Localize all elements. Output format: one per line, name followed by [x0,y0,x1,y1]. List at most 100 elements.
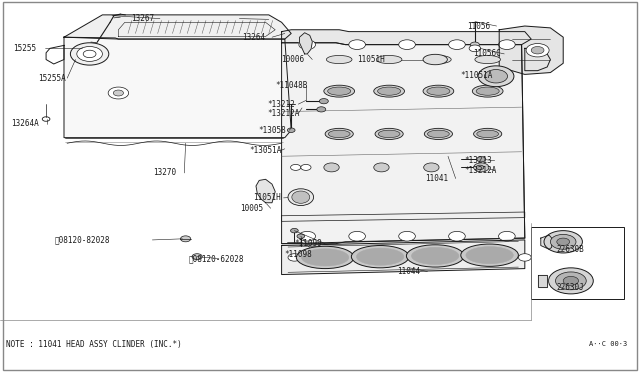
Circle shape [297,234,305,238]
Circle shape [484,70,508,83]
Ellipse shape [466,247,513,264]
Circle shape [291,164,301,170]
Ellipse shape [292,191,310,203]
Circle shape [42,117,50,121]
Circle shape [180,236,191,242]
Polygon shape [256,179,275,203]
Text: *11098: *11098 [284,250,312,259]
Circle shape [108,87,129,99]
Text: *13058: *13058 [259,126,286,135]
Text: *11051A: *11051A [461,71,493,80]
Polygon shape [538,275,547,287]
Circle shape [518,254,531,261]
Circle shape [349,231,365,241]
Ellipse shape [324,85,355,97]
Circle shape [499,231,515,241]
Text: NOTE : 11041 HEAD ASSY CLINDER (INC.*): NOTE : 11041 HEAD ASSY CLINDER (INC.*) [6,340,182,349]
Text: *13213: *13213 [464,156,492,165]
Polygon shape [300,33,312,54]
Circle shape [449,40,465,49]
Circle shape [531,46,544,54]
Circle shape [374,163,389,172]
Text: *13051A: *13051A [250,146,282,155]
Ellipse shape [423,85,454,97]
Text: 11051H: 11051H [357,55,385,64]
Circle shape [424,163,439,172]
Circle shape [556,272,586,290]
Ellipse shape [378,87,401,95]
Text: A··C 00·3: A··C 00·3 [589,341,627,347]
Text: 11056C: 11056C [474,49,501,58]
Polygon shape [282,212,525,221]
Circle shape [287,128,295,132]
Ellipse shape [475,55,500,64]
Text: 11056: 11056 [467,22,490,31]
Ellipse shape [406,245,464,267]
Ellipse shape [296,246,354,269]
Polygon shape [499,26,563,74]
Bar [531,227,624,299]
Text: *11099: *11099 [294,239,322,248]
Polygon shape [64,15,291,39]
Circle shape [113,90,124,96]
Circle shape [399,40,415,49]
Ellipse shape [328,87,351,95]
Text: 13264A: 13264A [12,119,39,128]
Circle shape [474,163,489,172]
Circle shape [77,46,102,61]
Circle shape [548,268,593,294]
Text: 10005: 10005 [240,204,263,213]
Polygon shape [282,30,531,45]
Polygon shape [282,240,525,275]
Ellipse shape [325,128,353,140]
Text: 15255: 15255 [13,44,36,53]
Text: 22630J: 22630J [557,283,584,292]
Polygon shape [541,235,552,249]
Circle shape [349,40,365,49]
Circle shape [291,228,298,233]
Circle shape [478,66,514,87]
Circle shape [399,231,415,241]
Circle shape [319,99,328,104]
Text: *13212: *13212 [268,100,295,109]
Circle shape [288,254,301,261]
Ellipse shape [375,128,403,140]
Circle shape [317,107,326,112]
Text: 15255A: 15255A [38,74,66,83]
Circle shape [299,231,316,241]
Polygon shape [525,48,550,71]
Circle shape [544,231,582,253]
Ellipse shape [326,55,352,64]
Ellipse shape [378,130,400,138]
Circle shape [550,234,576,249]
Ellipse shape [424,128,452,140]
Circle shape [476,165,484,170]
Circle shape [192,254,202,260]
Circle shape [470,42,479,47]
Circle shape [301,164,311,170]
Text: 13264: 13264 [242,33,265,42]
Ellipse shape [477,130,499,138]
Ellipse shape [476,87,499,95]
Ellipse shape [301,249,349,266]
Text: 22630B: 22630B [557,245,584,254]
Circle shape [557,238,570,246]
Circle shape [526,44,549,57]
Ellipse shape [472,85,503,97]
Text: 10006: 10006 [282,55,305,64]
Text: 11044: 11044 [397,267,420,276]
Ellipse shape [374,85,404,97]
Text: 11041: 11041 [426,174,449,183]
Text: 11051H: 11051H [253,193,280,202]
Circle shape [469,45,481,52]
Ellipse shape [288,189,314,205]
Text: 13267: 13267 [131,14,154,23]
Circle shape [70,43,109,65]
Text: *13212A: *13212A [268,109,300,118]
Ellipse shape [428,130,449,138]
Polygon shape [282,43,525,244]
Circle shape [499,40,515,49]
Ellipse shape [427,87,450,95]
Text: *11048B: *11048B [275,81,308,90]
Ellipse shape [412,247,459,264]
